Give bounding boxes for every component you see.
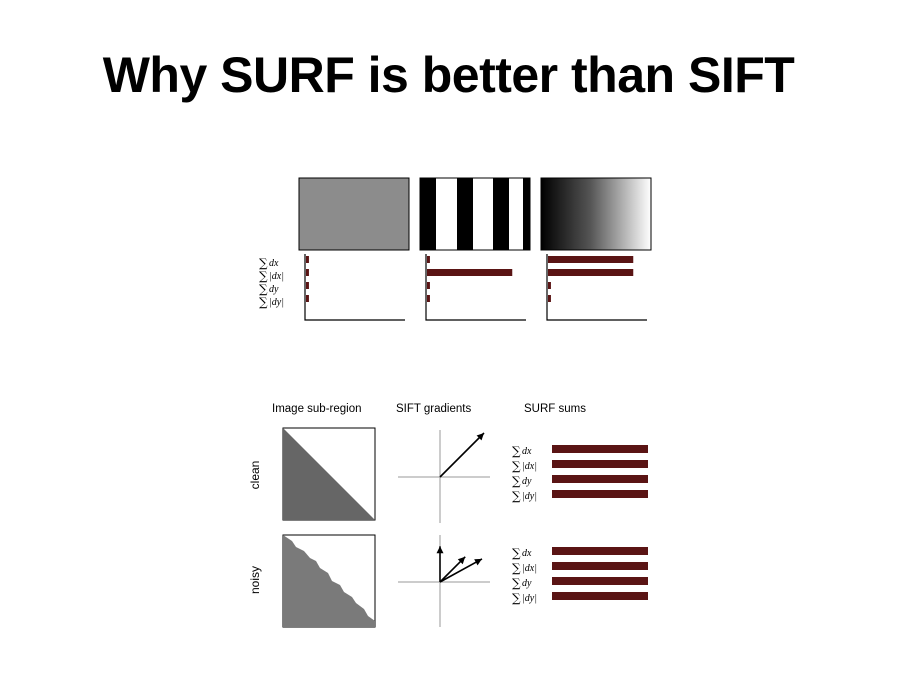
clean-label-sum-dx: ∑ dx (512, 444, 532, 458)
top-bar-panel3-2 (548, 282, 551, 289)
surf-bar-clean-0 (552, 445, 648, 453)
sift-arrow-noisy-0 (439, 556, 466, 583)
svg-text:∑: ∑ (512, 444, 521, 458)
sift-axes-clean (398, 430, 490, 523)
noisy-subregion (282, 534, 376, 628)
top-bar-panel1-2 (306, 282, 309, 289)
sift-axes-noisy (398, 535, 490, 627)
svg-text:|dx|: |dx| (522, 461, 537, 472)
svg-text:|dx|: |dx| (269, 271, 284, 282)
header-image-subregion: Image sub-region (272, 403, 362, 415)
noisy-label-sum-abs-dx: ∑ |dx| (512, 561, 537, 575)
top-label-sum-dx: ∑ dx (259, 256, 279, 270)
header-surf-sums: SURF sums (524, 403, 586, 415)
svg-text:dy: dy (269, 284, 279, 295)
surf-bar-clean-1 (552, 460, 648, 468)
header-sift-gradients: SIFT gradients (396, 403, 471, 415)
top-bar-panel1-3 (306, 295, 309, 302)
noisy-label-sum-dy: ∑ dy (512, 576, 532, 590)
top-bar-panel3-0 (548, 256, 634, 263)
svg-text:∑: ∑ (259, 295, 268, 309)
surf-bar-noisy-3 (552, 592, 648, 600)
svg-text:∑: ∑ (512, 489, 521, 503)
row-label-noisy: noisy (248, 566, 262, 594)
slide-title: Why SURF is better than SIFT (102, 47, 795, 103)
surf-bar-noisy-1 (552, 562, 648, 570)
noisy-label-sum-abs-dy: ∑ |dy| (512, 591, 537, 605)
svg-text:∑: ∑ (512, 459, 521, 473)
top-bar-axes (304, 254, 647, 321)
top-figure-svg: ∑ dx ∑ |dx| ∑ dy ∑ |dy| (259, 177, 652, 321)
surf-bar-noisy-0 (552, 547, 648, 555)
bottom-figure: Image sub-region SIFT gradients SURF sum… (240, 395, 660, 640)
top-label-sum-abs-dx: ∑ |dx| (259, 269, 284, 283)
svg-text:∑: ∑ (512, 576, 521, 590)
svg-text:∑: ∑ (512, 591, 521, 605)
top-bar-panel1-0 (306, 256, 309, 263)
svg-text:∑: ∑ (512, 561, 521, 575)
svg-text:dy: dy (522, 578, 532, 589)
sift-arrow-clean-0 (439, 432, 485, 478)
noisy-label-sum-dx: ∑ dx (512, 546, 532, 560)
svg-text:|dy|: |dy| (522, 593, 537, 604)
bar-axis-1 (304, 254, 405, 321)
top-bar-panel2-1 (427, 269, 513, 276)
surf-bars (552, 445, 648, 600)
top-bars (306, 256, 634, 302)
vertical-stripes-patch (419, 177, 531, 251)
bottom-sum-labels-clean: ∑ dx ∑ |dx| ∑ dy ∑ |dy| (512, 444, 537, 503)
top-label-sum-abs-dy: ∑ |dy| (259, 295, 284, 309)
sift-arrows (436, 432, 485, 583)
svg-text:∑: ∑ (512, 474, 521, 488)
svg-text:∑: ∑ (259, 269, 268, 283)
svg-text:|dy|: |dy| (522, 491, 537, 502)
surf-bar-clean-2 (552, 475, 648, 483)
top-sum-labels: ∑ dx ∑ |dx| ∑ dy ∑ |dy| (259, 256, 284, 309)
svg-text:∑: ∑ (259, 282, 268, 296)
svg-text:dy: dy (522, 476, 532, 487)
top-bar-panel3-3 (548, 295, 551, 302)
bottom-sum-labels-noisy: ∑ dx ∑ |dx| ∑ dy ∑ |dy| (512, 546, 537, 605)
clean-label-sum-abs-dy: ∑ |dy| (512, 489, 537, 503)
bar-axis-2 (425, 254, 526, 321)
top-bar-panel2-2 (427, 282, 430, 289)
surf-bar-noisy-2 (552, 577, 648, 585)
top-bar-panel1-1 (306, 269, 309, 276)
svg-text:∑: ∑ (259, 256, 268, 270)
svg-text:dx: dx (522, 446, 532, 457)
svg-text:|dx|: |dx| (522, 563, 537, 574)
top-label-sum-dy: ∑ dy (259, 282, 279, 296)
sift-arrow-noisy-2 (436, 546, 444, 582)
top-bar-panel2-0 (427, 256, 430, 263)
surf-bar-clean-3 (552, 490, 648, 498)
top-figure: ∑ dx ∑ |dx| ∑ dy ∑ |dy| (255, 170, 655, 330)
svg-text:dx: dx (269, 258, 279, 269)
clean-subregion (282, 427, 376, 521)
clean-label-sum-abs-dx: ∑ |dx| (512, 459, 537, 473)
top-bar-panel3-1 (548, 269, 634, 276)
bar-axis-3 (546, 254, 647, 321)
gradient-patch (540, 177, 652, 251)
svg-text:∑: ∑ (512, 546, 521, 560)
sift-arrow-noisy-1 (439, 558, 483, 583)
bottom-figure-svg: Image sub-region SIFT gradients SURF sum… (248, 403, 648, 628)
svg-text:|dy|: |dy| (269, 297, 284, 308)
svg-text:dx: dx (522, 548, 532, 559)
top-bar-panel2-3 (427, 295, 430, 302)
clean-label-sum-dy: ∑ dy (512, 474, 532, 488)
row-label-clean: clean (248, 461, 262, 490)
uniform-gray-patch (298, 177, 410, 251)
